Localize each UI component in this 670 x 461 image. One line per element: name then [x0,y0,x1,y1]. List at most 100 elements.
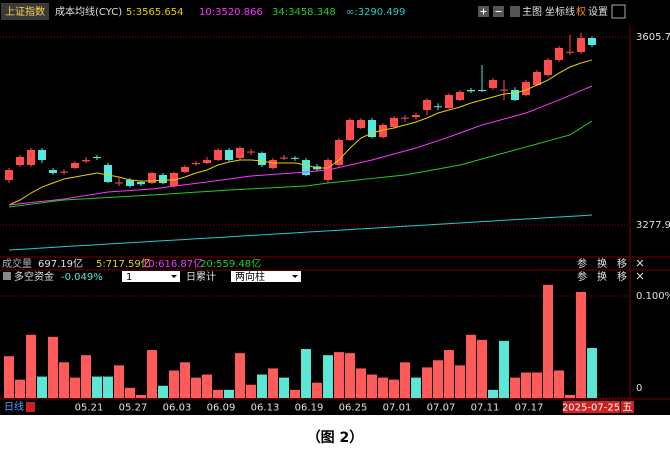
x-tick-label: 07.07 [427,403,456,414]
candle-body [181,167,189,173]
bar [59,362,69,398]
candle-body [335,140,343,166]
candle-body [214,149,222,161]
bar [499,340,509,398]
candle-body [60,171,68,173]
bar [356,368,366,398]
bar [26,334,36,398]
panel-button[interactable]: 参 [577,257,587,270]
bar [587,348,597,398]
bar [422,367,432,398]
ma-legend: ∞:3290.499 [346,7,405,18]
ma-legend: 5:3565.654 [126,7,183,18]
period[interactable]: 日线 [4,400,24,413]
candle-body [192,163,200,165]
symbol[interactable]: 上证指数 [5,5,45,18]
bar [510,377,520,398]
candle-body [38,149,46,161]
candle-body [346,119,354,141]
candle-body [478,89,486,91]
bar [290,389,300,398]
toolbar-button[interactable]: 主图 [522,6,542,18]
bar [389,379,399,398]
close-button[interactable] [636,259,644,267]
candle-body [577,38,585,53]
zoom-in-icon [480,8,487,15]
bar [433,360,443,398]
bar [136,394,146,398]
panel-button[interactable]: 换 [597,270,607,283]
candle-body [16,156,24,166]
period-icon[interactable] [26,402,35,412]
candle-body [467,89,475,92]
select[interactable] [231,271,301,282]
panel-button[interactable]: 参 [577,270,587,283]
bar [323,355,333,398]
candle-body [489,80,497,88]
select-arrow [292,275,298,278]
close-button[interactable] [636,272,644,280]
x-tick-label: 06.19 [295,403,324,414]
candle-body [566,51,574,53]
candle-body [511,89,519,101]
symbol-box[interactable] [1,3,49,20]
caption: （图 2） [307,430,364,446]
candle-body [390,117,398,127]
volume-ma: 5:717.59亿 [96,257,151,270]
bar [576,291,586,398]
volume-ma: 20:559.48亿 [200,257,261,270]
bar [48,336,58,398]
candle-body [49,170,57,173]
bar [103,376,113,398]
candle-body [555,48,563,61]
bar [81,355,91,398]
indicator-name: 成本均线(CYC) [55,5,122,18]
select[interactable] [122,271,180,282]
panel-button[interactable]: 换 [597,257,607,270]
bar [411,377,421,398]
y-tick-label: 3605.7 [636,32,670,43]
panel-button[interactable]: 移 [617,257,627,270]
candle-body [203,160,211,164]
ma-line [8,59,593,206]
candle-body [357,119,365,129]
bar [180,362,190,398]
bar [70,377,80,398]
x-tick-label: 06.25 [339,403,368,414]
toolbar-button[interactable]: 坐标线 [545,5,575,18]
select-value: 两向柱 [235,270,265,283]
checkbox[interactable] [3,272,11,280]
candle-body [93,156,101,159]
y-tick-label: 3277.9 [636,220,670,231]
candle-body [522,82,530,95]
bar [301,349,311,398]
option-label: 日累计 [186,270,216,283]
candle-body [148,172,156,184]
bar [367,374,377,398]
candle-body [412,115,420,118]
candle-body [115,182,123,184]
x-tick-label: 05.27 [119,403,148,414]
background [0,0,670,415]
candle-body [379,124,387,138]
ma-line [8,85,593,206]
candle-body [544,60,552,76]
panel-button[interactable]: 移 [617,270,627,283]
bar [257,374,267,398]
toolbar-button[interactable]: 设置 [588,6,608,18]
window-button[interactable] [611,4,626,19]
ma-line [8,214,593,251]
bar [235,353,245,398]
candle-body [533,71,541,86]
bar [477,339,487,398]
toolbar-button[interactable]: 权 [576,5,586,18]
candle-body [434,106,442,108]
x-tick-label: 06.03 [163,403,192,414]
bar [114,365,124,398]
bar [455,365,465,398]
candle-body [423,100,431,111]
bar [521,372,531,398]
y-tick-label: 0 [636,383,642,394]
candle-body [71,163,79,168]
